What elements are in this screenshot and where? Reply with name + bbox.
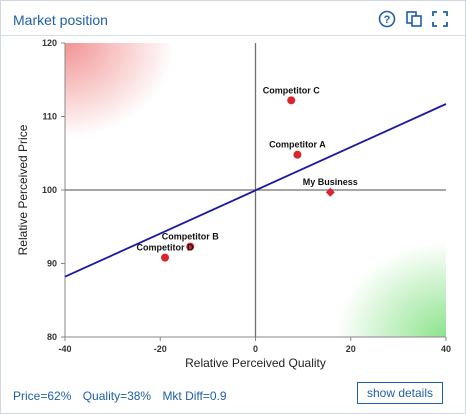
data-point: [287, 96, 296, 105]
summary-metrics: Price=62% Quality=38% Mkt Diff=0.9: [13, 389, 235, 403]
panel-title: Market position: [13, 12, 108, 28]
expand-icon[interactable]: [431, 10, 449, 28]
data-point-label: Competitor B: [162, 232, 219, 242]
x-tick-label: 40: [441, 344, 451, 354]
data-point: [186, 242, 195, 251]
data-point-label: My Business: [303, 177, 358, 187]
svg-text:?: ?: [384, 14, 391, 26]
x-tick-label: -20: [154, 344, 167, 354]
data-point-label: Competitor D: [137, 243, 194, 253]
data-point-label: Competitor C: [263, 85, 320, 95]
mkt-diff-metric: Mkt Diff=0.9: [162, 389, 227, 403]
x-tick-label: 0: [253, 344, 258, 354]
price-metric: Price=62%: [13, 389, 72, 403]
y-tick-label: 100: [42, 185, 57, 195]
x-axis-title: Relative Perceived Quality: [185, 356, 326, 370]
data-point: [161, 253, 170, 262]
panel-header: Market position ?: [1, 1, 465, 36]
y-tick-label: 90: [47, 259, 57, 269]
value-zone-shading: [336, 242, 446, 337]
overpriced-zone-shading: [65, 43, 175, 138]
data-point-diamond: [325, 187, 335, 197]
y-tick-label: 80: [47, 332, 57, 342]
value-line: [64, 103, 447, 278]
x-tick-label: 20: [346, 344, 356, 354]
y-tick-label: 120: [42, 38, 57, 48]
data-point: [293, 150, 302, 159]
x-tick-label: -40: [58, 344, 71, 354]
y-tick-label: 110: [42, 112, 57, 122]
market-position-chart: -40 -20 0 20 40 80 90 100 110 120 Relative Perceiv…: [16, 38, 451, 370]
show-details-button[interactable]: show details: [357, 382, 443, 404]
quality-metric: Quality=38%: [82, 389, 152, 403]
help-icon[interactable]: ?: [378, 10, 396, 28]
data-point-label: Competitor A: [269, 140, 326, 150]
copy-icon[interactable]: [405, 10, 423, 28]
y-axis-title: Relative Perceived Price: [16, 124, 30, 255]
